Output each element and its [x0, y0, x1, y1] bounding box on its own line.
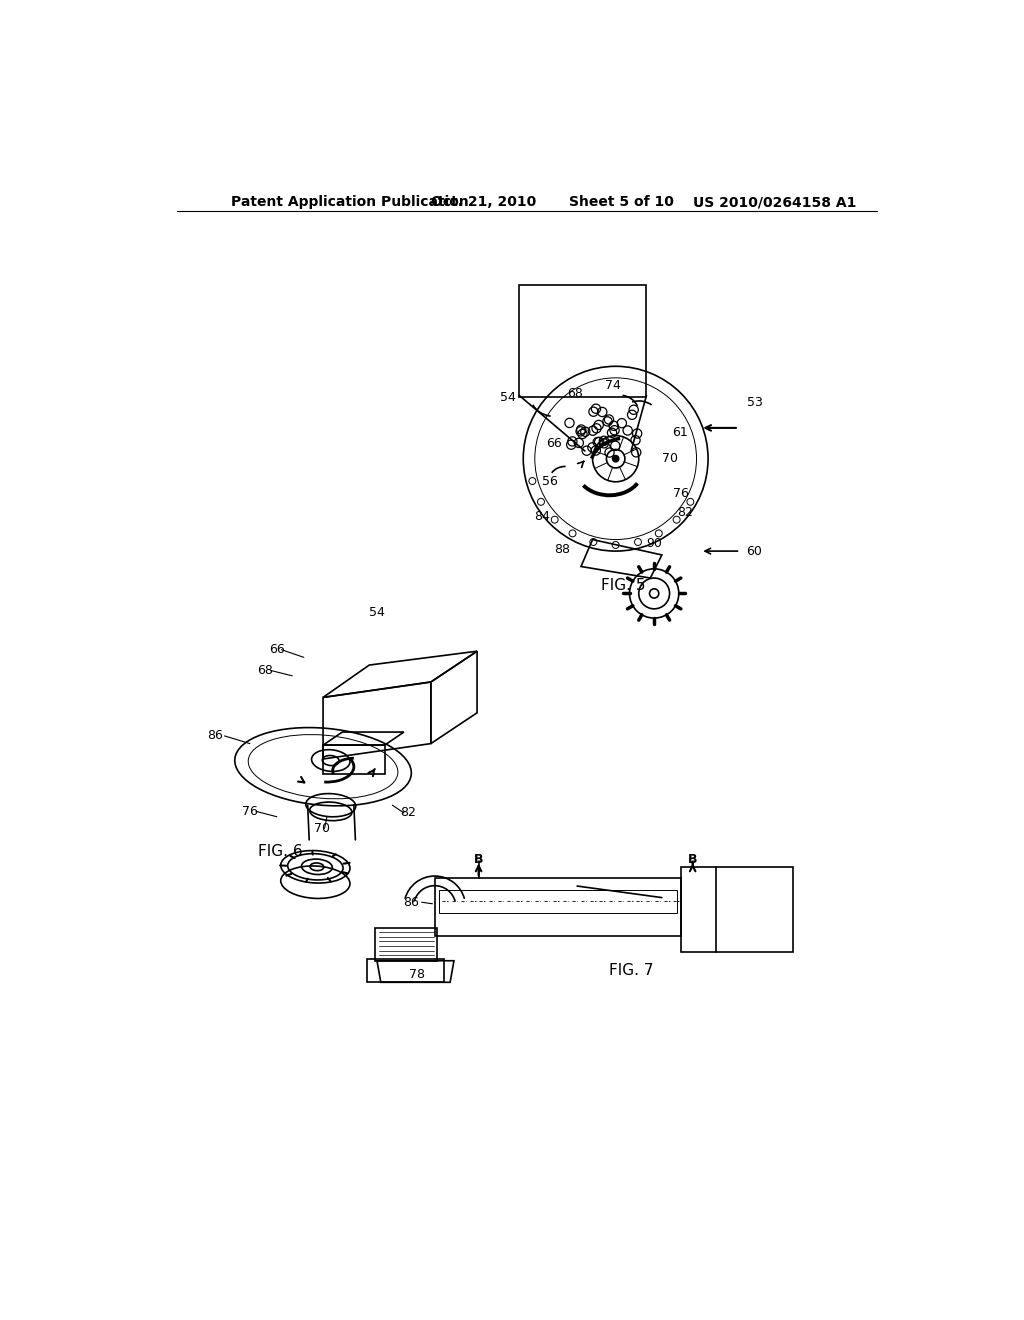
- Text: 76: 76: [242, 805, 258, 818]
- Text: 82: 82: [399, 807, 416, 820]
- Text: 78: 78: [409, 968, 425, 981]
- Bar: [438, 890, 677, 913]
- Text: 84: 84: [535, 510, 550, 523]
- Text: 68: 68: [567, 387, 583, 400]
- Text: 76: 76: [673, 487, 689, 500]
- Text: 54: 54: [369, 606, 385, 619]
- Text: 86: 86: [207, 730, 223, 742]
- Text: 90: 90: [646, 537, 663, 550]
- Text: Oct. 21, 2010: Oct. 21, 2010: [431, 195, 537, 210]
- Bar: [519, 285, 646, 397]
- Text: 82: 82: [677, 506, 693, 519]
- Text: 61: 61: [673, 426, 688, 440]
- Text: 88: 88: [554, 543, 569, 556]
- Text: 86: 86: [403, 896, 419, 909]
- Text: 70: 70: [313, 822, 330, 834]
- Text: 66: 66: [269, 643, 285, 656]
- Text: 68: 68: [257, 664, 273, 677]
- Text: FIG. 6: FIG. 6: [258, 843, 303, 859]
- Text: 60: 60: [746, 545, 763, 557]
- Bar: [681, 867, 793, 952]
- Bar: [367, 960, 444, 982]
- Text: FIG. 5: FIG. 5: [601, 578, 645, 593]
- Circle shape: [612, 455, 618, 462]
- Text: 53: 53: [746, 396, 763, 409]
- Text: B: B: [688, 853, 697, 866]
- Text: FIG. 7: FIG. 7: [609, 964, 653, 978]
- Text: 74: 74: [605, 379, 622, 392]
- Text: Patent Application Publication: Patent Application Publication: [230, 195, 468, 210]
- Text: Sheet 5 of 10: Sheet 5 of 10: [569, 195, 675, 210]
- Text: B: B: [474, 853, 483, 866]
- Text: 66: 66: [546, 437, 562, 450]
- Bar: [376, 928, 437, 961]
- Text: 70: 70: [662, 453, 678, 465]
- Text: US 2010/0264158 A1: US 2010/0264158 A1: [692, 195, 856, 210]
- Text: 56: 56: [542, 475, 558, 488]
- Bar: [435, 878, 681, 936]
- Text: 54: 54: [500, 391, 516, 404]
